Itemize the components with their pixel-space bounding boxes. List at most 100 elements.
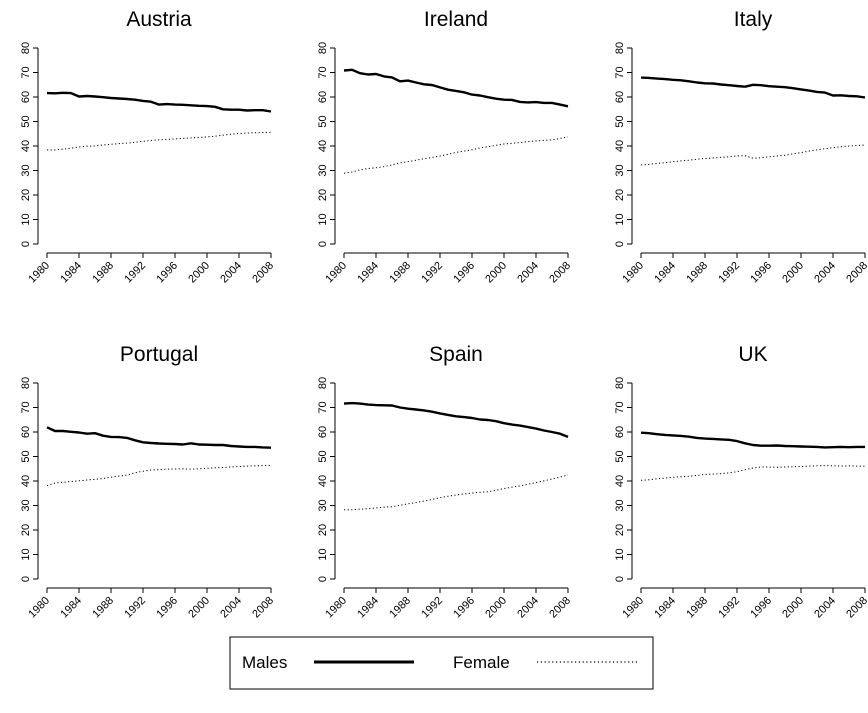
y-tick-label: 60 bbox=[614, 426, 626, 438]
series-line-males bbox=[343, 68, 569, 108]
y-tick-label: 20 bbox=[614, 524, 626, 536]
y-tick-label: 20 bbox=[614, 189, 626, 201]
series-line-males bbox=[343, 401, 569, 439]
panel-ireland: Ireland 0 10 20 30 40 50 60 70 80 1980 1984 1988 1992… bbox=[317, 8, 573, 285]
x-tick-label: 2008 bbox=[250, 260, 276, 286]
y-tick-label: 10 bbox=[20, 213, 32, 225]
x-tick-label: 2000 bbox=[186, 260, 212, 286]
x-tick-label: 1992 bbox=[122, 595, 148, 621]
x-tick-label: 1996 bbox=[451, 595, 477, 621]
series-line-female bbox=[47, 131, 272, 151]
y-tick-label: 40 bbox=[317, 475, 329, 487]
y-tick-label: 40 bbox=[317, 140, 329, 152]
x-tick-label: 1992 bbox=[122, 260, 148, 286]
x-tick-label: 1988 bbox=[90, 595, 116, 621]
y-tick-label: 80 bbox=[614, 42, 626, 54]
y-tick-label: 70 bbox=[614, 66, 626, 78]
y-tick-label: 0 bbox=[317, 241, 329, 247]
x-tick-label: 1984 bbox=[355, 260, 381, 286]
x-tick-label: 2004 bbox=[218, 260, 244, 286]
y-tick-label: 60 bbox=[614, 91, 626, 103]
panel-title: Ireland bbox=[424, 8, 488, 31]
x-tick-label: 2008 bbox=[547, 595, 573, 621]
y-tick-label: 0 bbox=[20, 241, 32, 247]
x-tick-label: 1988 bbox=[387, 260, 413, 286]
y-tick-label: 30 bbox=[20, 499, 32, 511]
x-tick-label: 2000 bbox=[483, 595, 509, 621]
series-line-female bbox=[344, 474, 569, 511]
series-line-males bbox=[46, 91, 272, 113]
y-tick-label: 50 bbox=[317, 115, 329, 127]
x-tick-label: 2004 bbox=[515, 260, 541, 286]
y-tick-label: 80 bbox=[20, 42, 32, 54]
x-tick-label: 2008 bbox=[547, 260, 573, 286]
y-tick-label: 30 bbox=[317, 499, 329, 511]
panel-title: Portugal bbox=[120, 343, 198, 366]
x-tick-label: 2004 bbox=[812, 595, 838, 621]
y-tick-label: 50 bbox=[317, 450, 329, 462]
x-tick-label: 1996 bbox=[154, 595, 180, 621]
x-tick-label: 1980 bbox=[323, 260, 349, 286]
series-line-males bbox=[640, 76, 866, 99]
panel-title: Spain bbox=[429, 343, 483, 366]
y-tick-label: 50 bbox=[614, 115, 626, 127]
x-tick-label: 1992 bbox=[716, 260, 742, 286]
legend-box bbox=[229, 636, 654, 690]
y-tick-label: 70 bbox=[20, 401, 32, 413]
y-tick-label: 10 bbox=[317, 548, 329, 560]
y-tick-label: 20 bbox=[317, 189, 329, 201]
x-tick-label: 2000 bbox=[186, 595, 212, 621]
x-tick-label: 2008 bbox=[250, 595, 276, 621]
x-tick-label: 1984 bbox=[652, 260, 678, 286]
legend: Males Female bbox=[229, 636, 654, 690]
x-tick-label: 1980 bbox=[26, 260, 52, 286]
y-tick-label: 80 bbox=[614, 377, 626, 389]
y-tick-label: 50 bbox=[20, 115, 32, 127]
y-tick-label: 70 bbox=[20, 66, 32, 78]
y-tick-label: 50 bbox=[614, 450, 626, 462]
y-tick-label: 20 bbox=[20, 524, 32, 536]
x-tick-label: 2004 bbox=[515, 595, 541, 621]
x-tick-label: 2000 bbox=[483, 260, 509, 286]
x-tick-label: 1980 bbox=[620, 260, 646, 286]
panel-title: Austria bbox=[126, 8, 192, 31]
panel-title: UK bbox=[738, 343, 767, 366]
x-tick-label: 1988 bbox=[90, 260, 116, 286]
x-tick-label: 2008 bbox=[844, 260, 868, 286]
y-tick-label: 30 bbox=[317, 164, 329, 176]
series-line-female bbox=[46, 464, 272, 487]
y-tick-label: 50 bbox=[20, 450, 32, 462]
y-tick-label: 70 bbox=[317, 66, 329, 78]
x-tick-label: 2008 bbox=[844, 595, 868, 621]
y-tick-label: 20 bbox=[317, 524, 329, 536]
y-tick-label: 10 bbox=[614, 548, 626, 560]
x-tick-label: 1996 bbox=[748, 260, 774, 286]
y-tick-label: 30 bbox=[614, 164, 626, 176]
panel-austria: Austria 0 10 20 30 40 50 60 70 80 1980 1984 1988 1992… bbox=[20, 8, 276, 285]
y-tick-label: 40 bbox=[20, 140, 32, 152]
x-tick-label: 2004 bbox=[218, 595, 244, 621]
panel-title: Italy bbox=[734, 8, 773, 31]
x-tick-label: 1988 bbox=[684, 260, 710, 286]
x-tick-label: 1992 bbox=[419, 260, 445, 286]
x-tick-label: 1988 bbox=[387, 595, 413, 621]
x-tick-label: 2000 bbox=[780, 260, 806, 286]
x-tick-label: 1984 bbox=[652, 595, 678, 621]
y-tick-label: 40 bbox=[614, 475, 626, 487]
x-tick-label: 2000 bbox=[780, 595, 806, 621]
y-tick-label: 0 bbox=[317, 576, 329, 582]
y-tick-label: 20 bbox=[20, 189, 32, 201]
y-tick-label: 60 bbox=[20, 91, 32, 103]
x-tick-label: 1984 bbox=[58, 595, 84, 621]
series-line-female bbox=[640, 465, 865, 481]
y-tick-label: 80 bbox=[317, 377, 329, 389]
series-line-males bbox=[46, 426, 272, 449]
x-tick-label: 1996 bbox=[748, 595, 774, 621]
y-tick-label: 30 bbox=[614, 499, 626, 511]
x-tick-label: 1996 bbox=[451, 260, 477, 286]
x-tick-label: 1984 bbox=[355, 595, 381, 621]
x-tick-label: 1980 bbox=[620, 595, 646, 621]
y-tick-label: 60 bbox=[317, 426, 329, 438]
